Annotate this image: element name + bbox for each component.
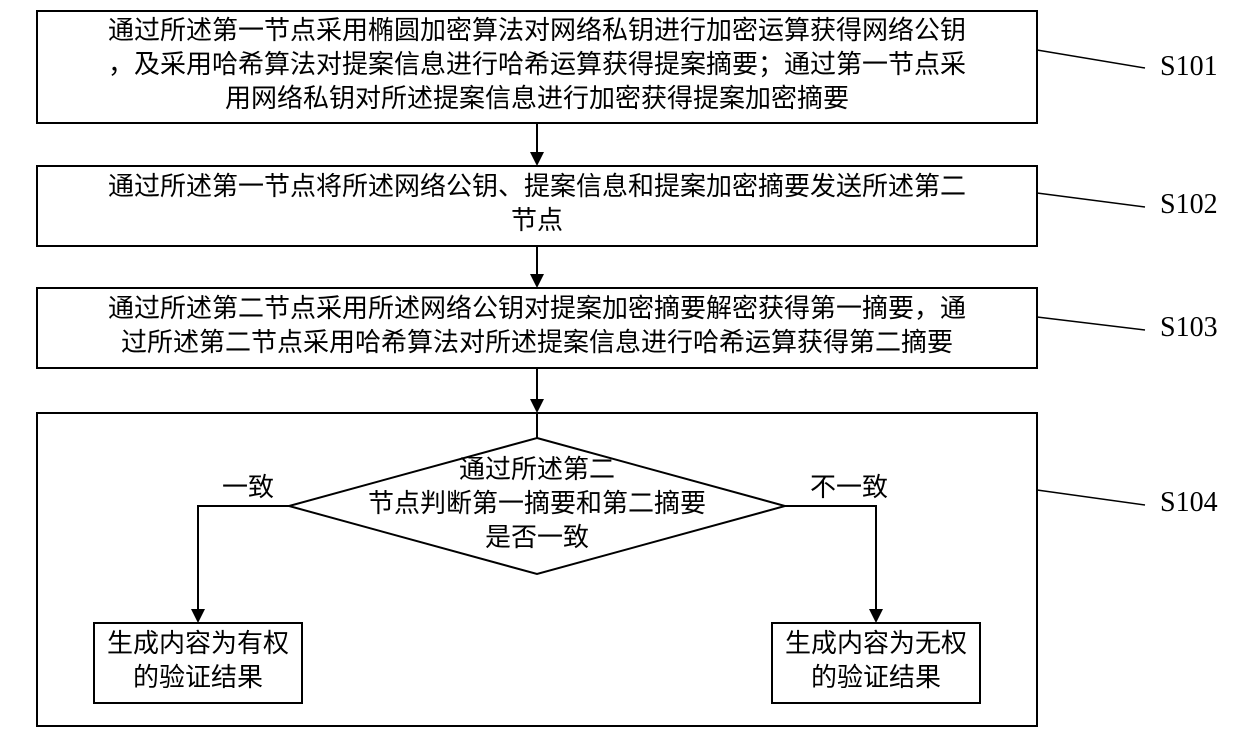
edge-label-不一致: 不一致 (810, 473, 888, 502)
svg-text:生成内容为有权的验证结果: 生成内容为有权的验证结果 (107, 629, 289, 692)
edge-decision-res-yes (198, 506, 289, 609)
step-label-S104: S104 (1160, 487, 1218, 518)
leader-S102 (1037, 193, 1145, 207)
svg-text:通过所述第二节点采用所述网络公钥对提案加密摘要解密获得第一摘: 通过所述第二节点采用所述网络公钥对提案加密摘要解密获得第一摘要，通过所述第二节点… (108, 294, 966, 357)
leader-S104 (1037, 490, 1145, 505)
step-label-S102: S102 (1160, 189, 1218, 220)
edge-decision-res-no (785, 506, 876, 609)
svg-text:生成内容为无权的验证结果: 生成内容为无权的验证结果 (785, 629, 967, 692)
leader-S101 (1037, 50, 1145, 68)
edge-label-一致: 一致 (222, 473, 274, 502)
svg-text:通过所述第一节点采用椭圆加密算法对网络私钥进行加密运算获得网: 通过所述第一节点采用椭圆加密算法对网络私钥进行加密运算获得网络公钥，及采用哈希算… (108, 16, 966, 113)
svg-text:通过所述第一节点将所述网络公钥、提案信息和提案加密摘要发送所: 通过所述第一节点将所述网络公钥、提案信息和提案加密摘要发送所述第二节点 (108, 172, 966, 235)
leader-S103 (1037, 317, 1145, 330)
step-label-S101: S101 (1160, 51, 1218, 82)
step-label-S103: S103 (1160, 312, 1218, 343)
